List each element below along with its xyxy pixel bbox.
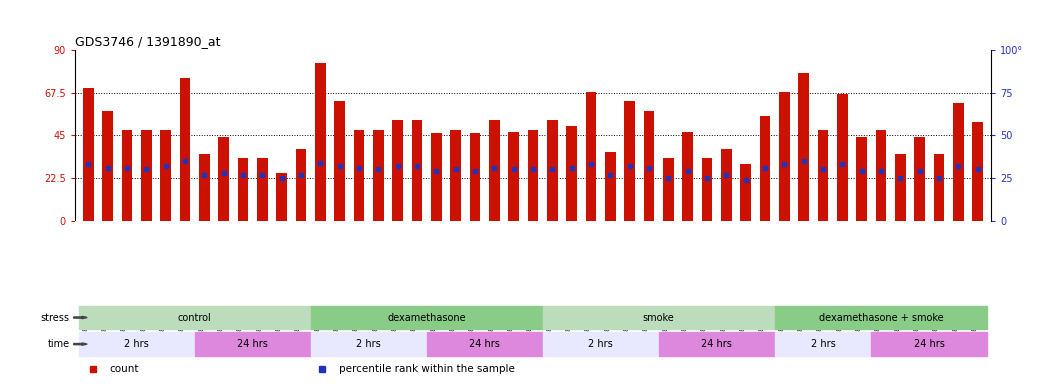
Bar	[721, 149, 732, 221]
Bar	[238, 158, 248, 221]
Bar	[543, 332, 659, 356]
Text: count: count	[110, 364, 139, 374]
Bar	[450, 130, 461, 221]
Bar	[103, 111, 113, 221]
Text: 2 hrs: 2 hrs	[356, 339, 381, 349]
Bar	[334, 101, 345, 221]
Bar	[682, 132, 693, 221]
Bar	[257, 158, 268, 221]
Text: stress: stress	[40, 313, 70, 323]
Text: dexamethasone + smoke: dexamethasone + smoke	[819, 313, 944, 323]
Bar	[427, 332, 543, 356]
Text: 2 hrs: 2 hrs	[811, 339, 836, 349]
Bar	[780, 92, 790, 221]
Bar	[543, 306, 774, 329]
Bar	[180, 78, 190, 221]
Bar	[876, 130, 886, 221]
Bar	[798, 73, 809, 221]
Bar	[702, 158, 712, 221]
Bar	[953, 103, 963, 221]
Bar	[392, 120, 403, 221]
Text: 2 hrs: 2 hrs	[589, 339, 613, 349]
Bar	[585, 92, 597, 221]
Bar	[121, 130, 132, 221]
Bar	[547, 120, 557, 221]
Bar	[973, 122, 983, 221]
Bar	[663, 158, 674, 221]
Bar	[194, 332, 310, 356]
Bar	[760, 116, 770, 221]
Text: 2 hrs: 2 hrs	[125, 339, 149, 349]
Text: smoke: smoke	[643, 313, 675, 323]
Bar	[296, 149, 306, 221]
Text: GDS3746 / 1391890_at: GDS3746 / 1391890_at	[75, 35, 220, 48]
Bar	[659, 332, 774, 356]
Bar	[818, 130, 828, 221]
Bar	[431, 133, 441, 221]
Bar	[199, 154, 210, 221]
Bar	[160, 130, 171, 221]
Text: percentile rank within the sample: percentile rank within the sample	[338, 364, 515, 374]
Bar	[914, 137, 925, 221]
Bar	[79, 332, 194, 356]
Bar	[740, 164, 752, 221]
Text: control: control	[177, 313, 212, 323]
Bar	[83, 88, 93, 221]
Bar	[872, 332, 987, 356]
Text: dexamethasone: dexamethasone	[387, 313, 466, 323]
Bar	[837, 94, 848, 221]
Bar	[469, 133, 481, 221]
Bar	[354, 130, 364, 221]
Text: 24 hrs: 24 hrs	[702, 339, 732, 349]
Bar	[567, 126, 577, 221]
Text: 24 hrs: 24 hrs	[469, 339, 500, 349]
Bar	[774, 332, 872, 356]
Bar	[605, 152, 616, 221]
Text: 24 hrs: 24 hrs	[238, 339, 268, 349]
Bar	[509, 132, 519, 221]
Bar	[856, 137, 867, 221]
Bar	[934, 154, 945, 221]
Bar	[276, 173, 286, 221]
Bar	[79, 306, 310, 329]
Bar	[412, 120, 422, 221]
Bar	[774, 306, 987, 329]
Bar	[489, 120, 499, 221]
Bar	[895, 154, 906, 221]
Bar	[315, 63, 326, 221]
Bar	[218, 137, 229, 221]
Bar	[527, 130, 539, 221]
Bar	[141, 130, 152, 221]
Bar	[310, 306, 543, 329]
Bar	[310, 332, 427, 356]
Bar	[644, 111, 654, 221]
Bar	[625, 101, 635, 221]
Bar	[373, 130, 384, 221]
Text: 24 hrs: 24 hrs	[914, 339, 945, 349]
Text: time: time	[48, 339, 70, 349]
